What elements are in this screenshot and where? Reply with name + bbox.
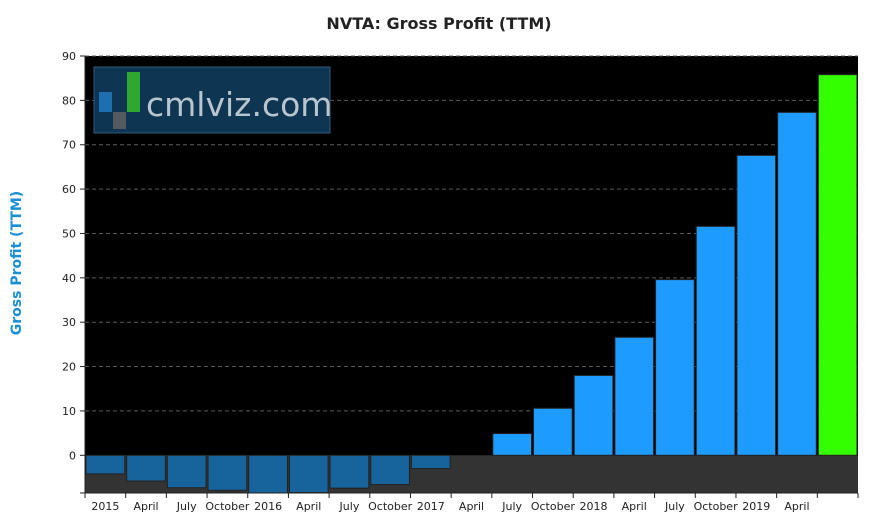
bar [695, 225, 736, 456]
y-tick-label: 80 [62, 94, 76, 107]
x-tick-label: October [205, 500, 249, 513]
x-tick-label: April [784, 500, 809, 513]
bar [614, 336, 655, 456]
bar [736, 154, 777, 456]
bar [126, 454, 166, 482]
bar [410, 454, 451, 470]
x-tick-label: July [176, 500, 197, 513]
bar [777, 111, 817, 456]
y-tick-label: 70 [62, 139, 76, 152]
x-tick-label: April [622, 500, 647, 513]
x-tick-label: April [459, 500, 484, 513]
y-tick-label: 60 [62, 183, 76, 196]
bar [288, 454, 329, 494]
x-tick-label: 2018 [580, 500, 608, 513]
y-tick-label: 30 [62, 316, 76, 329]
bar [370, 454, 410, 486]
watermark-text: cmlviz.com [146, 85, 332, 124]
bars [85, 74, 858, 494]
y-tick-label: 10 [62, 405, 76, 418]
bar [329, 454, 370, 489]
y-tick-label: 0 [69, 449, 76, 462]
y-tick-label: 50 [62, 227, 76, 240]
x-tick-label: 2016 [254, 500, 282, 513]
x-tick-label: October [531, 500, 575, 513]
bar [533, 407, 573, 456]
x-tick-label: July [664, 500, 685, 513]
x-tick-label: 2017 [417, 500, 445, 513]
x-tick-label: October [694, 500, 738, 513]
x-tick-label: April [133, 500, 158, 513]
chart-title: NVTA: Gross Profit (TTM) [326, 14, 552, 33]
bar [248, 454, 288, 494]
bar [85, 454, 126, 475]
bar [573, 374, 614, 456]
watermark-logo-gray [113, 112, 126, 129]
x-axis: 2015 April July October 2016 April July October… [84, 492, 859, 513]
x-tick-label: July [501, 500, 522, 513]
bar [207, 454, 248, 491]
bar [817, 74, 858, 456]
watermark: cmlviz.com [93, 66, 332, 134]
x-tick-label: October [368, 500, 412, 513]
y-tick-label: 20 [62, 361, 76, 374]
y-tick-label: 40 [62, 272, 76, 285]
watermark-logo-blue [99, 92, 112, 112]
x-tick-label: 2019 [742, 500, 770, 513]
bar [655, 279, 695, 456]
bar [166, 454, 207, 489]
x-tick-label: April [296, 500, 321, 513]
x-tick-label: July [339, 500, 360, 513]
y-axis: 0 10 20 30 40 50 60 70 80 90 [62, 50, 86, 494]
y-tick-label: 90 [62, 50, 76, 63]
watermark-logo-green [127, 72, 140, 112]
bar [492, 433, 533, 456]
x-tick-label: 2015 [91, 500, 119, 513]
